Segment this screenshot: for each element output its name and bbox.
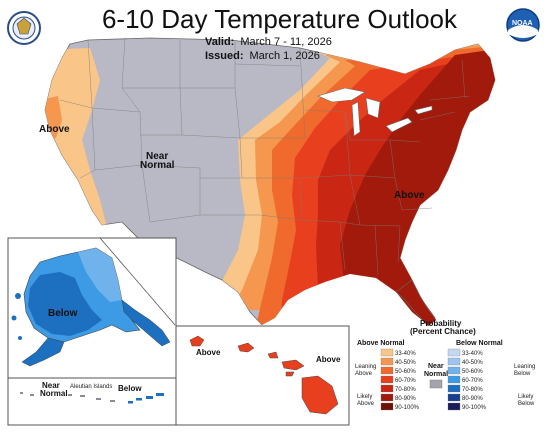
label-east-above: Above — [394, 190, 425, 201]
legend-below-swatch-1 — [447, 357, 461, 366]
label-aleutian-near-line1: Near — [42, 381, 60, 390]
legend-above-swatches: 33-40% 40-50% 50-60% 60-70% 70-80% 80-90% 90-1… — [380, 348, 420, 411]
legend-below-swatch-5 — [447, 393, 461, 402]
legend-above-swatch-3 — [380, 375, 394, 384]
legend-likely-below-line2: Below — [518, 401, 535, 407]
legend-above-label-3: 60-70% — [395, 378, 416, 384]
label-aleutian-below: Below — [118, 384, 142, 393]
hawaii-inset: Above Above — [175, 325, 350, 426]
probability-legend: Probability (Percent Chance) Above Norma… — [355, 319, 535, 411]
legend-near-line1: Near — [428, 363, 444, 370]
legend-below-swatch-6 — [447, 402, 461, 411]
hawaii-islands — [189, 335, 339, 415]
legend-likely-below-line1: Likely — [518, 394, 533, 400]
alaska-islands — [11, 293, 22, 340]
legend-leaning-below-line1: Leaning — [514, 364, 535, 370]
legend-below-label-1: 40-50% — [462, 360, 483, 366]
alaska-inset: Below — [7, 237, 177, 379]
alaska-below-70-80 — [28, 272, 102, 336]
legend-below-label-4: 70-80% — [462, 387, 483, 393]
label-hawaii-above-east: Above — [316, 355, 341, 364]
legend-below-swatch-2 — [447, 366, 461, 375]
alaska-southwest-coast — [21, 337, 65, 367]
legend-below-label-0: 33-40% — [462, 351, 483, 357]
valid-value: March 7 - 11, 2026 — [240, 36, 332, 48]
state-boundaries — [59, 37, 471, 276]
aleutian-inset: Near Normal Aleutian Islands Below — [7, 377, 177, 426]
legend-below-swatch-4 — [447, 384, 461, 393]
legend-above-label-6: 90-100% — [395, 405, 420, 411]
valid-label: Valid: — [205, 36, 235, 48]
legend-leaning-below-line2: Below — [514, 371, 531, 377]
label-near-normal-line2: Normal — [140, 160, 175, 171]
legend-likely-above-line1: Likely — [357, 394, 372, 400]
issued-value: March 1, 2026 — [249, 50, 320, 62]
aleutian-islands-near — [20, 392, 115, 402]
legend-near-line2: Normal — [424, 371, 448, 378]
florida-peninsula — [395, 279, 437, 327]
alaska-panhandle — [121, 299, 171, 347]
label-near-normal-line1: Near — [146, 151, 168, 162]
legend-title-line1: Probability — [420, 319, 462, 328]
legend-below-label-3: 60-70% — [462, 378, 483, 384]
alaska-below-50-60 — [78, 248, 122, 302]
legend-below-swatches: 33-40% 40-50% 50-60% 60-70% 70-80% 80-90% 90-1… — [447, 348, 487, 411]
legend-near-normal-swatch — [429, 379, 443, 389]
legend-above-swatch-5 — [380, 393, 394, 402]
valid-date-row: Valid: March 7 - 11, 2026 — [205, 36, 332, 48]
aleutian-islands-below — [128, 393, 164, 404]
legend-below-label-2: 50-60% — [462, 369, 483, 375]
commerce-seal-icon — [7, 11, 41, 45]
label-aleutian-near-line2: Normal — [40, 389, 68, 398]
legend-below-heading: Below Normal — [456, 340, 503, 347]
issued-label: Issued: — [205, 50, 244, 62]
legend-above-swatch-4 — [380, 384, 394, 393]
legend-above-swatch-1 — [380, 357, 394, 366]
noaa-logo-icon: NOAA — [506, 8, 540, 42]
label-aleutian-islands: Aleutian Islands — [70, 384, 112, 390]
legend-above-label-0: 33-40% — [395, 351, 416, 357]
page-title: 6-10 Day Temperature Outlook — [101, 4, 458, 34]
svg-text:NOAA: NOAA — [512, 20, 533, 27]
legend-below-swatch-3 — [447, 375, 461, 384]
legend-above-swatch-0 — [380, 348, 394, 357]
great-lakes — [317, 87, 433, 137]
legend-below-label-5: 80-90% — [462, 396, 483, 402]
label-hawaii-above-west: Above — [196, 348, 221, 357]
legend-above-label-2: 50-60% — [395, 369, 416, 375]
legend-below-label-6: 90-100% — [462, 405, 487, 411]
legend-above-label-5: 80-90% — [395, 396, 416, 402]
legend-leaning-above-line1: Leaning — [355, 364, 376, 370]
label-west-above: Above — [39, 124, 70, 135]
legend-above-swatch-6 — [380, 402, 394, 411]
label-alaska-below: Below — [48, 308, 78, 319]
legend-above-heading: Above Normal — [357, 340, 405, 347]
legend-below-swatch-0 — [447, 348, 461, 357]
legend-above-label-1: 40-50% — [395, 360, 416, 366]
legend-leaning-above-line2: Above — [355, 371, 373, 377]
issued-date-row: Issued: March 1, 2026 — [205, 50, 320, 62]
legend-likely-above-line2: Above — [357, 401, 375, 407]
legend-above-label-4: 70-80% — [395, 387, 416, 393]
legend-title-line2: (Percent Chance) — [410, 327, 476, 336]
legend-above-swatch-2 — [380, 366, 394, 375]
